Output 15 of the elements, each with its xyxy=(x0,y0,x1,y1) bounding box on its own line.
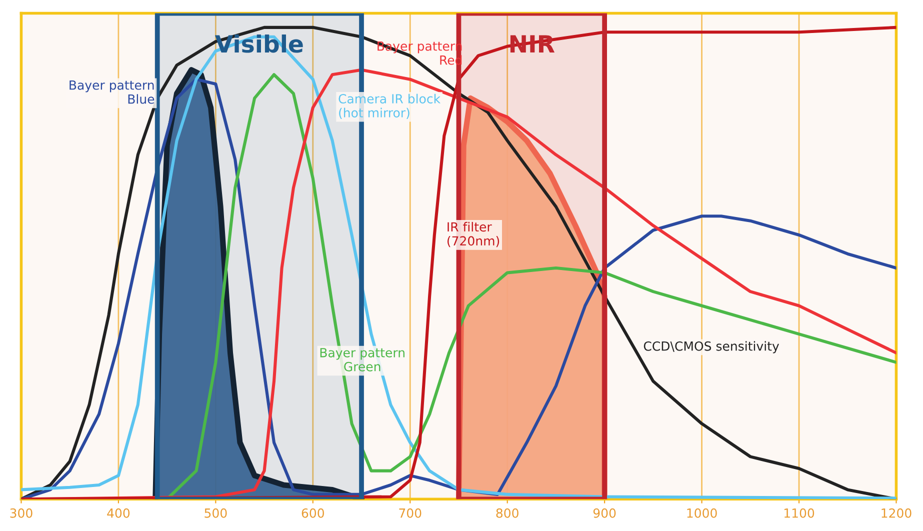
x-tick-label: 300 xyxy=(10,508,32,518)
x-tick-label: 1000 xyxy=(687,508,717,518)
series-label: Bayer pattern Blue xyxy=(70,80,154,104)
series-label: Bayer pattern Green xyxy=(320,348,404,372)
series-label: Camera IR block (hot mirror) xyxy=(338,94,441,119)
x-tick-label: 900 xyxy=(593,508,616,518)
x-tick-label: 500 xyxy=(204,508,227,518)
x-tick-label: 1200 xyxy=(882,508,912,518)
x-tick-label: 700 xyxy=(399,508,422,518)
x-tick-label: 600 xyxy=(302,508,324,518)
series-label: IR filter (720nm) xyxy=(448,222,500,248)
x-tick-label: 1100 xyxy=(784,508,814,518)
series-label: CCD\CMOS sensitivity xyxy=(644,341,780,354)
x-tick-label: 400 xyxy=(107,508,130,518)
x-tick-label: 800 xyxy=(496,508,518,518)
